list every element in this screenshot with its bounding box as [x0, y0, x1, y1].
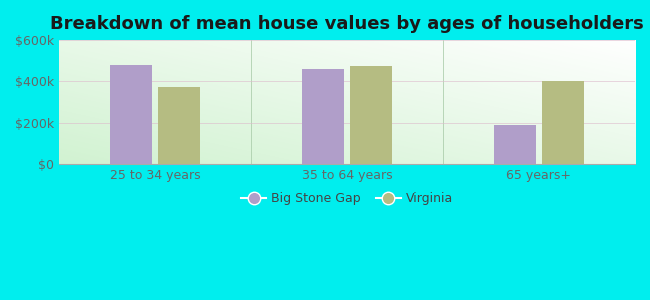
Bar: [350, 66, 392, 164]
Bar: [110, 65, 152, 164]
Title: Breakdown of mean house values by ages of householders: Breakdown of mean house values by ages o…: [50, 15, 644, 33]
Legend: Big Stone Gap, Virginia: Big Stone Gap, Virginia: [236, 187, 458, 210]
Bar: [158, 87, 200, 164]
Bar: [494, 124, 536, 164]
Bar: [542, 82, 584, 164]
Bar: [302, 69, 344, 164]
